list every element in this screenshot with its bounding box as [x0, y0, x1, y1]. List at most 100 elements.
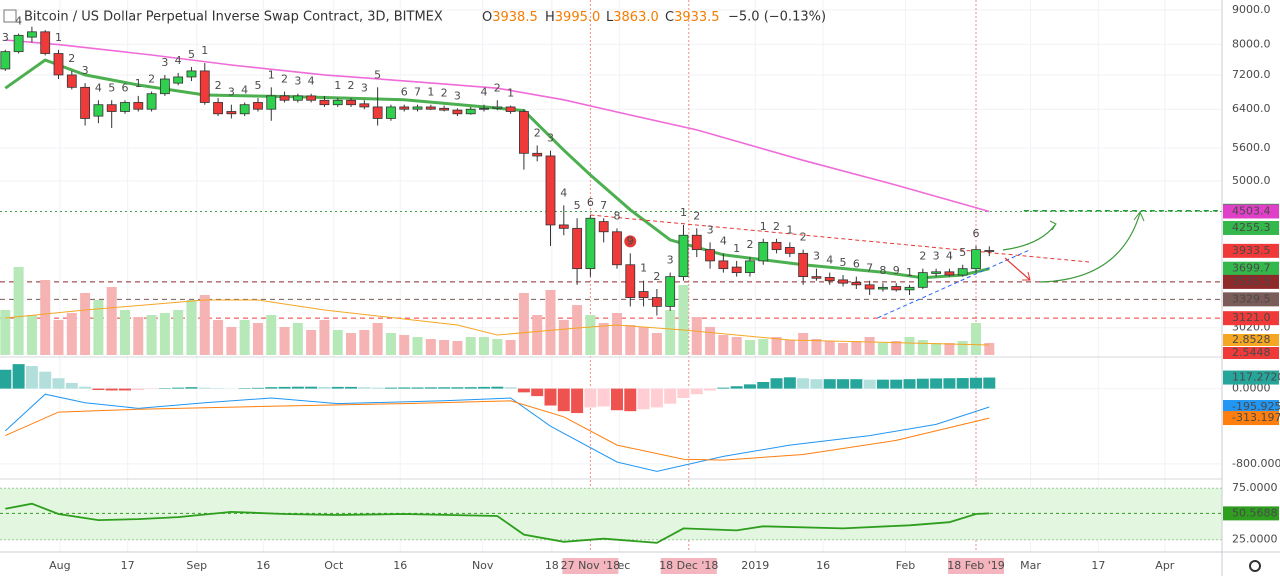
volume-bar [731, 337, 742, 355]
macd-histogram [983, 377, 996, 389]
volume-bar [80, 293, 91, 355]
macd-histogram [384, 387, 397, 389]
volume-bar [891, 341, 902, 355]
volume-bar [146, 315, 157, 355]
volume-bar [665, 310, 676, 355]
ohlc-value: O3938.5 [482, 10, 538, 25]
macd-histogram [305, 386, 318, 389]
candle-body [851, 281, 862, 286]
candle-body [944, 271, 955, 276]
td-count: 2 [348, 79, 355, 92]
macd-histogram [797, 378, 810, 389]
volume-bar [425, 339, 436, 355]
volume-bar [585, 315, 596, 355]
candle-body [824, 277, 835, 282]
candle-body [266, 95, 277, 110]
td-count: 1 [334, 79, 341, 92]
candle-body [745, 260, 755, 274]
td-count: 4 [15, 15, 22, 28]
ohlc-key: H [545, 10, 555, 25]
candle-body [532, 152, 543, 157]
settings-icon[interactable] [1249, 560, 1261, 572]
macd-histogram [105, 388, 118, 391]
volume-bar [173, 310, 184, 355]
macd-histogram [557, 388, 570, 412]
macd-histogram [757, 382, 770, 389]
td-count: 2 [494, 81, 501, 94]
volume-bar [545, 290, 556, 355]
candle-body [173, 76, 184, 84]
date-marker-bg [660, 558, 717, 574]
td-count: 1 [268, 68, 275, 81]
candle-body [758, 241, 769, 262]
line [5, 400, 990, 461]
price-badge [1223, 220, 1279, 235]
volume-bar [106, 287, 117, 355]
volume-badge [1223, 347, 1279, 359]
volume-bar [957, 341, 968, 355]
arrow [1039, 212, 1141, 283]
candle-body [931, 271, 942, 274]
volume-bar [904, 337, 915, 355]
rsi-tick-label: 25.0000 [1232, 533, 1278, 546]
candle-body [386, 106, 396, 119]
td-count: 1 [201, 44, 208, 57]
volume-bar [452, 341, 463, 355]
candle-body [612, 231, 622, 266]
volume-bar [971, 323, 982, 355]
y-tick-label: 5000.0 [1232, 174, 1271, 187]
volume-bar [0, 310, 11, 355]
x-tick-label: 16 [393, 559, 407, 572]
candle-body [811, 276, 822, 279]
macd-badge [1223, 400, 1279, 415]
macd-histogram [251, 387, 264, 389]
candle-body [678, 234, 689, 278]
volume-bar [239, 320, 250, 355]
td-count: 1 [760, 220, 767, 233]
macd-histogram [770, 378, 783, 389]
rsi-tick-label: 75.0000 [1232, 481, 1278, 494]
macd-histogram [504, 387, 517, 389]
td-count: 5 [959, 246, 966, 259]
td-count: 3 [2, 31, 9, 44]
td-count: 2 [653, 270, 660, 283]
macd-histogram [118, 388, 131, 391]
td-count: 1 [427, 86, 434, 99]
candle-body [691, 234, 702, 251]
macd-histogram [650, 388, 663, 408]
td-count: 7 [600, 199, 607, 212]
td-count: 8 [879, 264, 886, 277]
td-count: 3 [361, 81, 368, 94]
macd-histogram [25, 366, 38, 389]
td-count: 3 [161, 56, 168, 69]
candle-body [572, 227, 582, 270]
line [5, 39, 990, 213]
candle-body [917, 272, 928, 288]
td-count: 6 [121, 81, 128, 94]
volume-bar [824, 341, 835, 355]
symbol-icon[interactable] [3, 9, 17, 23]
td-count: 2 [68, 52, 75, 65]
candle-body [133, 102, 144, 110]
td-count: 3 [294, 75, 301, 88]
td-count: 3 [82, 64, 89, 77]
volume-bar [292, 323, 303, 355]
x-tick-label: Oct [324, 559, 344, 572]
volume-bar [13, 267, 24, 355]
candle-body [159, 78, 170, 95]
volume-bar [771, 337, 782, 355]
macd-histogram [544, 388, 557, 406]
volume-bar [133, 317, 144, 355]
volume-bar [864, 337, 875, 355]
candle-body [545, 155, 556, 226]
td-count: 5 [840, 256, 847, 269]
price-badge-label: 4255.3 [1232, 221, 1271, 234]
candle-body [93, 104, 104, 117]
candle-body [0, 51, 11, 70]
x-tick-label: 2019 [741, 559, 769, 572]
candle-body [186, 70, 197, 78]
volume-bar [798, 333, 809, 355]
macd-histogram [39, 371, 52, 389]
macd-histogram [903, 379, 916, 389]
